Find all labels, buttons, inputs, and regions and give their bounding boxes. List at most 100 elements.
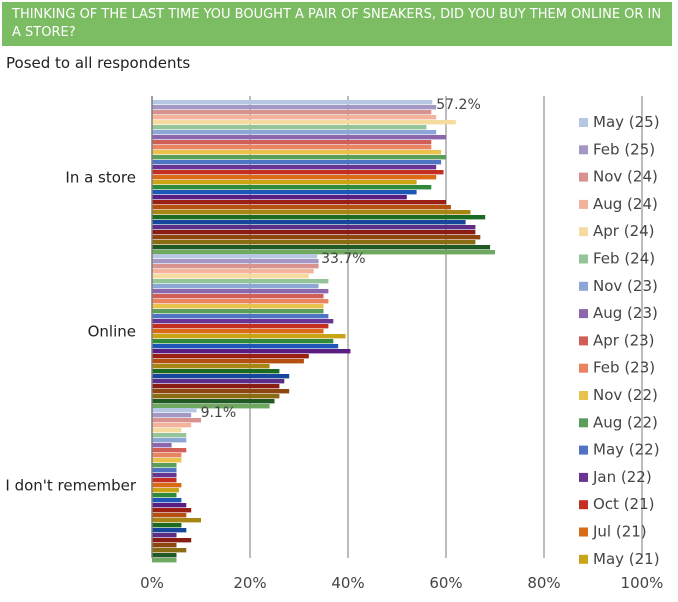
bar	[152, 145, 432, 150]
legend-swatch	[579, 363, 588, 373]
legend-swatch	[579, 527, 588, 537]
x-tick-label: 0%	[140, 574, 164, 592]
bar	[152, 428, 182, 433]
bar	[152, 250, 495, 255]
legend-label: Aug (24)	[593, 195, 658, 213]
bar	[152, 165, 437, 170]
bar	[152, 155, 446, 160]
bar	[152, 523, 182, 528]
x-tick-label: 40%	[331, 574, 364, 592]
bar	[152, 488, 179, 493]
bar	[152, 299, 329, 304]
bar	[152, 190, 417, 195]
bar	[152, 528, 187, 533]
bar	[152, 319, 334, 324]
bar	[152, 125, 427, 130]
bar	[152, 453, 182, 458]
legend-swatch	[579, 172, 588, 182]
bar	[152, 513, 187, 518]
bar	[152, 443, 172, 448]
bar	[152, 413, 192, 418]
bar	[152, 304, 324, 309]
bar	[152, 408, 197, 413]
bar	[152, 349, 351, 354]
bar	[152, 438, 187, 443]
category-label: In a store	[65, 169, 136, 187]
legend-label: Feb (24)	[593, 250, 655, 268]
bar	[152, 170, 444, 175]
legend-label: Oct (21)	[593, 495, 655, 513]
bar	[152, 314, 329, 319]
bar	[152, 324, 329, 329]
legend-swatch	[579, 418, 588, 428]
x-tick-label: 20%	[233, 574, 266, 592]
bar	[152, 110, 432, 115]
bar	[152, 205, 451, 210]
bar	[152, 463, 177, 468]
legend-label: May (25)	[593, 113, 660, 131]
chart-subtitle: Posed to all respondents	[6, 54, 191, 72]
legend-label: Feb (23)	[593, 359, 655, 377]
legend-swatch	[579, 281, 588, 291]
x-tick-label: 100%	[621, 574, 664, 592]
bar	[152, 289, 329, 294]
bar	[152, 215, 486, 220]
bar	[152, 508, 192, 513]
bar	[152, 473, 177, 478]
category-label: Online	[88, 323, 136, 341]
bar	[152, 329, 324, 334]
bar	[152, 220, 466, 225]
legend-label: Feb (25)	[593, 140, 655, 158]
bar	[152, 399, 275, 404]
x-tick-label: 60%	[429, 574, 462, 592]
data-label: 33.7%	[321, 251, 365, 267]
legend-swatch	[579, 118, 588, 127]
bar	[152, 130, 437, 135]
legend-label: Aug (22)	[593, 413, 658, 431]
bar	[152, 364, 270, 369]
bar	[152, 235, 481, 240]
bar	[152, 493, 177, 498]
bar	[152, 533, 177, 538]
legend-swatch	[579, 199, 588, 209]
bar	[152, 389, 290, 394]
legend-swatch	[579, 472, 588, 482]
bar	[152, 100, 433, 105]
bar	[152, 354, 309, 359]
bar	[152, 344, 339, 349]
bar	[152, 334, 346, 339]
legend-label: Nov (24)	[593, 168, 658, 186]
bar	[152, 195, 407, 200]
legend-label: Nov (22)	[593, 386, 658, 404]
bar	[152, 180, 417, 185]
bar	[152, 284, 319, 289]
legend-swatch	[579, 554, 588, 564]
bar	[152, 279, 329, 284]
bar	[152, 185, 432, 190]
bar	[152, 115, 437, 120]
bar	[152, 418, 201, 423]
bar	[152, 175, 437, 180]
legend: May (25) Feb (25) Nov (24) Aug (24) Apr (24)…	[579, 113, 660, 568]
legend-swatch	[579, 227, 588, 237]
legend-swatch	[579, 500, 588, 510]
legend-swatch	[579, 254, 588, 264]
bar	[152, 120, 456, 125]
legend-label: Apr (24)	[593, 222, 655, 240]
bar	[152, 478, 177, 483]
bar	[152, 543, 177, 548]
bar	[152, 468, 177, 473]
legend-label: Nov (23)	[593, 277, 658, 295]
legend-swatch	[579, 336, 588, 346]
bar	[152, 309, 324, 314]
legend-swatch	[579, 309, 588, 319]
legend-swatch	[579, 391, 588, 400]
bar	[152, 503, 187, 508]
data-label: 57.2%	[436, 97, 480, 113]
bars	[152, 100, 495, 563]
labels: In a store Online I don't remember 57.2% 33.…	[5, 97, 480, 495]
legend-label: Apr (23)	[593, 331, 655, 349]
bar	[152, 384, 280, 389]
bar	[152, 210, 471, 215]
